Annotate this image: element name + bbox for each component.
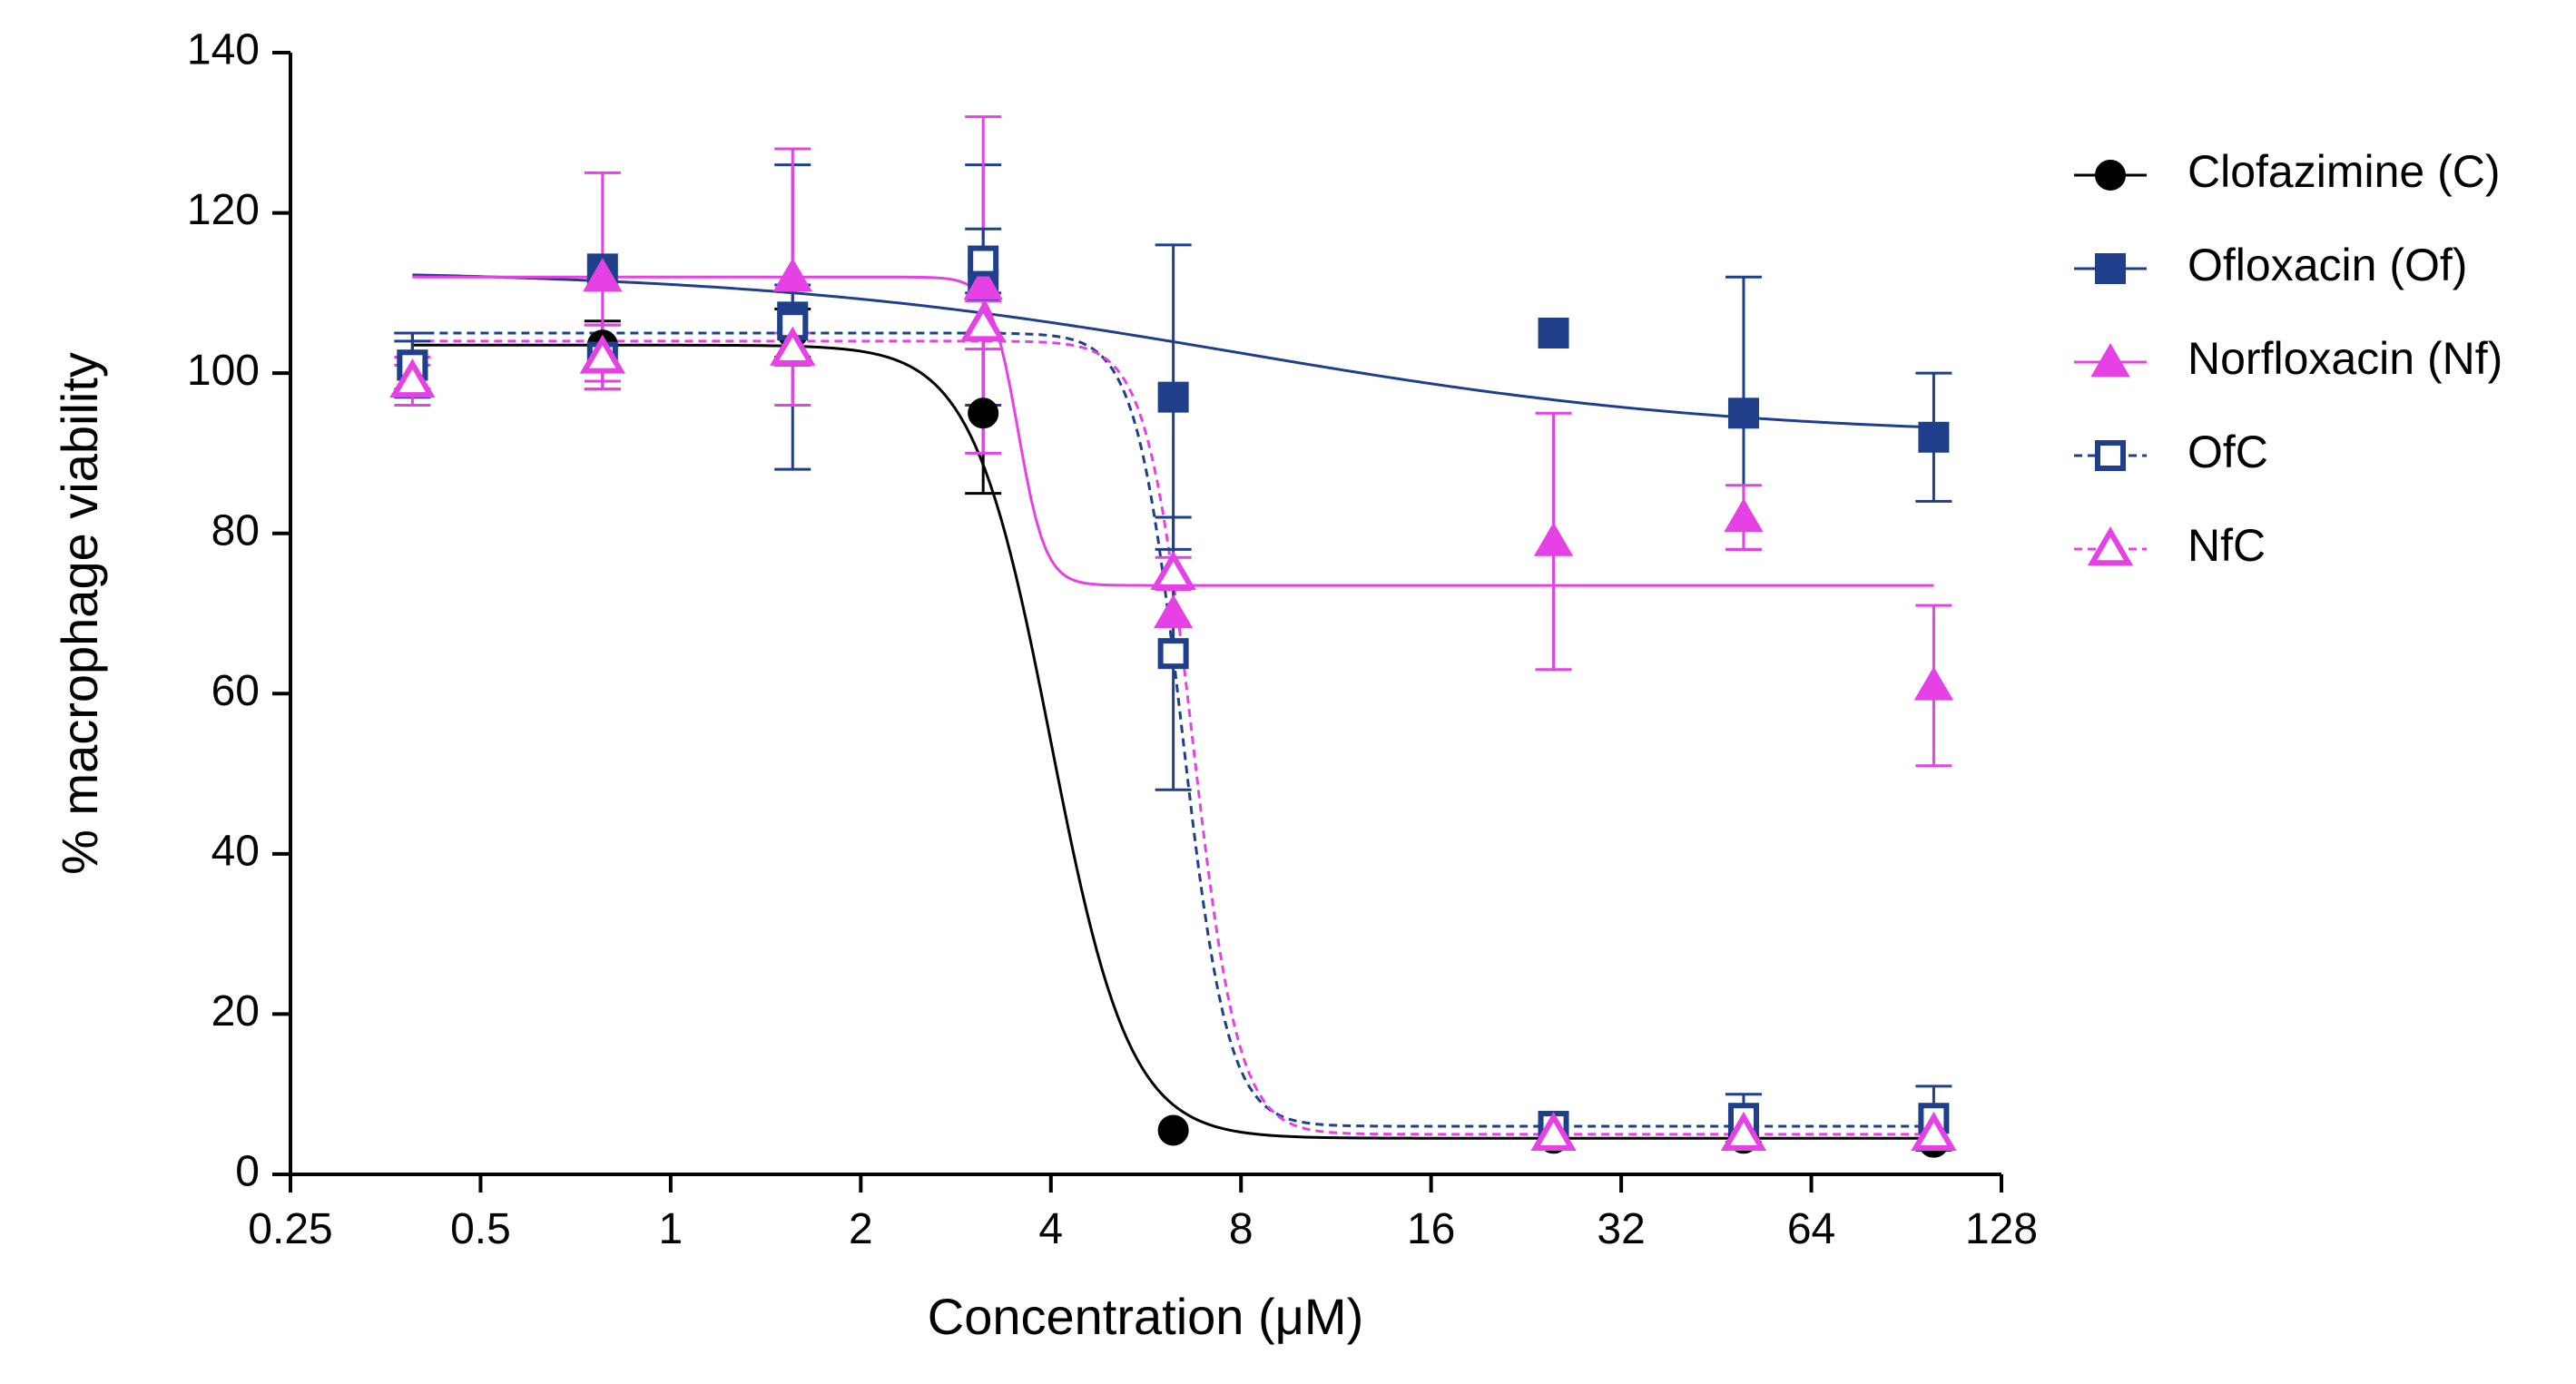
legend-item: NfC [2074,520,2266,571]
legend-item: Norfloxacin (Nf) [2074,333,2502,384]
data-point-norfloxacin-nf [1153,594,1194,629]
x-axis-title: Concentration (μM) [928,1288,1363,1345]
plot-area [389,115,1957,1158]
data-point-norfloxacin-nf [1724,498,1764,533]
data-point-norfloxacin-nf [963,266,1003,300]
data-point-clofazimine-c [1157,1114,1189,1146]
x-tick-label: 64 [1787,1205,1835,1253]
data-point-norfloxacin-nf [583,258,623,292]
data-point-nfc [1911,1111,1957,1152]
data-point-nfc [960,302,1007,342]
x-tick-label: 32 [1597,1205,1645,1253]
y-tick-label: 40 [211,828,260,876]
legend-marker [2087,526,2134,566]
y-tick-label: 80 [211,506,260,555]
markers [389,245,1957,1158]
legend-label: OfC [2188,427,2268,477]
legend-item: OfC [2074,427,2268,477]
error-bars [394,115,1952,1153]
data-point-clofazimine-c [968,398,999,429]
y-tick-label: 100 [187,347,260,395]
data-point-nfc [579,334,625,374]
data-point-nfc [389,358,436,398]
data-point-nfc [1150,550,1196,591]
legend-label: Norfloxacin (Nf) [2188,333,2502,384]
x-tick-label: 0.25 [248,1205,332,1253]
data-point-nfc [1720,1111,1767,1152]
axes: 0 20 40 60 80 100 120 140 0.25 0.5 1 2 4 8 16 32 64 128 [187,26,2038,1253]
data-point-nfc [770,326,816,366]
y-axis-title: % macrophage viability [51,352,108,875]
data-point-ofloxacin-of [1538,318,1569,348]
data-point-norfloxacin-nf [772,258,812,292]
legend-item: Ofloxacin (Of) [2074,240,2467,290]
x-tick-label: 0.5 [450,1205,511,1253]
y-tick-label: 140 [187,26,260,74]
data-point-ofc [1157,638,1189,670]
x-tick-label: 8 [1229,1205,1254,1253]
y-tick-label: 60 [211,667,260,715]
fit-curve-clofazimine-c [412,343,1934,1140]
x-tick-label: 16 [1407,1205,1455,1253]
data-point-ofc [968,245,999,277]
x-tick-label: 4 [1038,1205,1063,1253]
y-ticks: 0 20 40 60 80 100 120 140 [187,26,290,1196]
x-ticks: 0.25 0.5 1 2 4 8 16 32 64 128 [248,1174,2038,1253]
data-point-nfc [1530,1111,1577,1152]
legend: Clofazimine (C) Ofloxacin (Of) Norfloxacin… [2074,146,2502,571]
legend-item: Clofazimine (C) [2074,146,2501,197]
legend-marker [2090,343,2130,378]
y-tick-label: 20 [211,987,260,1036]
legend-marker [2095,440,2126,471]
legend-marker [2095,253,2126,284]
x-tick-label: 2 [849,1205,873,1253]
legend-label: NfC [2188,520,2266,571]
data-point-ofloxacin-of [1157,381,1189,413]
x-tick-label: 128 [1965,1205,2038,1253]
x-tick-label: 1 [659,1205,683,1253]
legend-label: Ofloxacin (Of) [2188,240,2467,290]
data-point-norfloxacin-nf [1913,666,1954,701]
legend-marker [2095,160,2126,191]
y-tick-label: 120 [187,186,260,234]
legend-label: Clofazimine (C) [2188,146,2501,197]
y-tick-label: 0 [235,1148,260,1196]
data-point-ofloxacin-of [1727,398,1759,429]
data-point-norfloxacin-nf [1533,522,1574,556]
data-point-ofloxacin-of [1918,421,1950,453]
